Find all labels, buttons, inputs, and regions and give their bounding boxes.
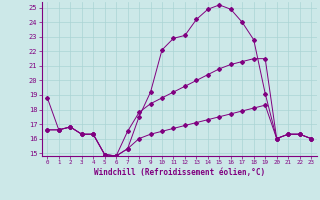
X-axis label: Windchill (Refroidissement éolien,°C): Windchill (Refroidissement éolien,°C) [94,168,265,177]
